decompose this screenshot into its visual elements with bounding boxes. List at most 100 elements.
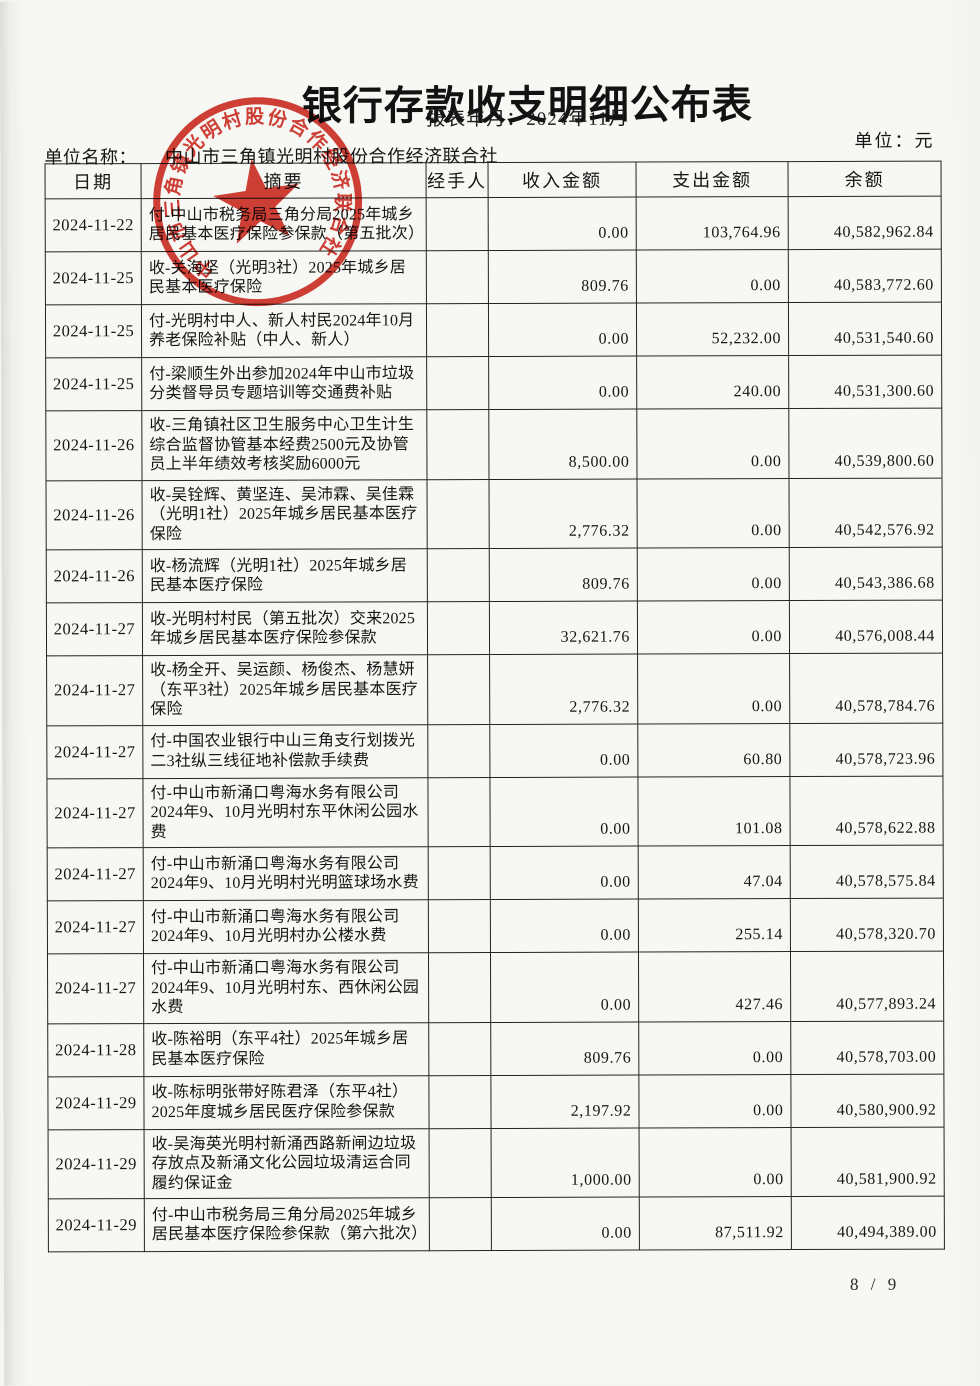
cell-summary: 付-中山市新涌口粤海水务有限公司2024年9、10月光明村东、西休闲公园水费 xyxy=(143,952,429,1024)
cell-summary: 收-吴铨辉、黄坚连、吴沛霖、吴佳霖（光明1社）2025年城乡居民基本医疗保险 xyxy=(142,479,428,550)
cell-expense: 0.00 xyxy=(638,1021,791,1075)
cell-expense: 0.00 xyxy=(637,653,790,724)
cell-expense: 0.00 xyxy=(637,478,790,549)
cell-income: 1,000.00 xyxy=(491,1127,640,1198)
cell-date: 2024-11-26 xyxy=(46,480,143,550)
cell-handler xyxy=(426,356,489,410)
cell-handler xyxy=(426,409,490,480)
cell-balance: 40,578,784.76 xyxy=(789,653,943,724)
currency-unit-label: 单位：元 xyxy=(854,130,935,151)
header-summary: 摘要 xyxy=(141,162,427,199)
cell-summary: 收-杨全开、吴运颜、杨俊杰、杨慧妍（东平3社）2025年城乡居民基本医疗保险 xyxy=(142,654,428,726)
cell-balance: 40,578,320.70 xyxy=(790,898,944,952)
cell-expense: 87,511.92 xyxy=(639,1196,792,1251)
table-row: 2024-11-26 收-杨流辉（光明1社）2025年城乡居民基本医疗保险 80… xyxy=(46,547,943,603)
cell-date: 2024-11-27 xyxy=(47,953,144,1024)
cell-income: 0.00 xyxy=(488,197,637,251)
cell-balance: 40,577,893.24 xyxy=(790,951,944,1022)
cell-income: 0.00 xyxy=(490,952,639,1023)
cell-balance: 40,581,900.92 xyxy=(791,1126,945,1197)
table-header-row: 日期 摘要 经手人 收入金额 支出金额 余额 xyxy=(45,161,942,199)
cell-handler xyxy=(428,1075,492,1129)
cell-summary: 付-中山市税务局三角分局2025年城乡居民基本医疗保险参保款（第六批次） xyxy=(144,1197,430,1252)
cell-income: 2,776.32 xyxy=(489,654,638,725)
cell-expense: 0.00 xyxy=(637,547,790,602)
cell-expense: 0.00 xyxy=(638,1074,792,1128)
header-handler: 经手人 xyxy=(426,162,489,198)
header-income: 收入金额 xyxy=(488,162,637,198)
table-row: 2024-11-29 收-吴海英光明村新涌西路新闸边垃圾存放点及新涌文化公园垃圾… xyxy=(48,1126,945,1199)
cell-income: 2,197.92 xyxy=(490,1074,640,1129)
cell-handler xyxy=(426,250,489,304)
cell-balance: 40,543,386.68 xyxy=(789,547,943,601)
cell-expense: 0.00 xyxy=(639,1127,792,1198)
cell-balance: 40,531,540.60 xyxy=(788,302,942,356)
cell-date: 2024-11-25 xyxy=(45,357,142,411)
cell-balance: 40,576,008.44 xyxy=(789,600,943,654)
cell-summary: 收-三角镇社区卫生服务中心卫生计生综合监督协管基本经费2500元及协管员上半年绩… xyxy=(141,409,428,481)
cell-date: 2024-11-27 xyxy=(46,655,143,726)
cell-income: 0.00 xyxy=(488,356,637,410)
cell-expense: 427.46 xyxy=(638,951,791,1022)
cell-summary: 收-陈标明张带好陈君泽（东平4社）2025年度城乡居民医疗保险参保款 xyxy=(143,1075,430,1130)
cell-expense: 0.00 xyxy=(637,600,790,655)
cell-handler xyxy=(427,548,490,602)
cell-date: 2024-11-29 xyxy=(47,1076,145,1130)
table-row: 2024-11-27 付-中山市新涌口粤海水务有限公司2024年9、10月光明村… xyxy=(47,951,944,1024)
cell-income: 8,500.00 xyxy=(488,409,638,480)
cell-date: 2024-11-27 xyxy=(46,602,143,656)
cell-handler xyxy=(427,777,491,847)
bank-transactions-table: 日期 摘要 经手人 收入金额 支出金额 余额 2024-11-22 付-中山市税… xyxy=(45,161,945,1253)
table-row: 2024-11-26 收-三角镇社区卫生服务中心卫生计生综合监督协管基本经费25… xyxy=(45,408,943,481)
cell-summary: 付-中山市新涌口粤海水务有限公司2024年9、10月光明村光明篮球场水费 xyxy=(143,846,429,901)
report-period: 报表年月：2024年11月 xyxy=(0,102,980,132)
cell-date: 2024-11-29 xyxy=(48,1198,145,1252)
cell-handler xyxy=(429,1197,492,1251)
cell-income: 0.00 xyxy=(489,723,638,778)
cell-handler xyxy=(428,899,491,953)
cell-balance: 40,578,703.00 xyxy=(790,1020,944,1075)
header-date: 日期 xyxy=(45,163,142,199)
cell-income: 0.00 xyxy=(491,1197,640,1251)
table-row: 2024-11-27 收-光明村村民（第五批次）交来2025年城乡居民基本医疗保… xyxy=(46,600,943,656)
cell-date: 2024-11-22 xyxy=(45,198,142,252)
cell-income: 0.00 xyxy=(490,899,639,953)
table-row: 2024-11-29 付-中山市税务局三角分局2025年城乡居民基本医疗保险参保… xyxy=(48,1196,945,1252)
cell-date: 2024-11-27 xyxy=(46,725,143,779)
cell-summary: 付-中国农业银行中山三角支行划拨光二3社纵三线征地补偿款手续费 xyxy=(142,724,428,779)
cell-handler xyxy=(428,1022,491,1076)
cell-income: 809.76 xyxy=(490,1021,639,1076)
report-period-label: 报表年月： xyxy=(426,108,527,131)
cell-handler xyxy=(427,479,490,549)
cell-handler xyxy=(429,1128,492,1198)
cell-date: 2024-11-27 xyxy=(47,900,144,954)
cell-income: 32,621.76 xyxy=(489,601,638,655)
cell-summary: 收-杨流辉（光明1社）2025年城乡居民基本医疗保险 xyxy=(142,548,428,603)
cell-balance: 40,582,962.84 xyxy=(788,196,942,250)
cell-handler xyxy=(428,846,491,900)
table-row: 2024-11-25 付-梁顺生外出参加2024年中山市垃圾分类督导员专题培训等… xyxy=(45,355,942,411)
cell-balance: 40,578,575.84 xyxy=(790,845,944,899)
cell-summary: 收-陈裕明（东平4社）2025年城乡居民基本医疗保险 xyxy=(143,1022,429,1077)
cell-summary: 付-光明村中人、新人村民2024年10月养老保险补贴（中人、新人） xyxy=(141,303,427,358)
cell-summary: 收-关海坚（光明3社）2025年城乡居民基本医疗保险 xyxy=(141,250,427,305)
cell-balance: 40,494,389.00 xyxy=(791,1196,945,1250)
cell-summary: 收-吴海英光明村新涌西路新闸边垃圾存放点及新涌文化公园垃圾清运合同履约保证金 xyxy=(144,1128,430,1199)
cell-expense: 103,764.96 xyxy=(636,196,789,251)
table-row: 2024-11-27 付-中国农业银行中山三角支行划拨光二3社纵三线征地补偿款手… xyxy=(46,722,943,779)
cell-expense: 47.04 xyxy=(638,845,791,900)
cell-expense: 0.00 xyxy=(636,249,789,304)
cell-summary: 收-光明村村民（第五批次）交来2025年城乡居民基本医疗保险参保款 xyxy=(142,601,428,656)
cell-income: 809.76 xyxy=(489,548,638,602)
table-row: 2024-11-27 付-中山市新涌口粤海水务有限公司2024年9、10月光明村… xyxy=(47,898,944,954)
cell-date: 2024-11-26 xyxy=(46,549,143,603)
cell-summary: 付-中山市新涌口粤海水务有限公司2024年9、10月光明村办公楼水费 xyxy=(143,899,429,954)
cell-income: 0.00 xyxy=(488,303,637,357)
cell-handler xyxy=(426,197,489,251)
cell-balance: 40,580,900.92 xyxy=(790,1073,945,1128)
cell-income: 809.76 xyxy=(488,250,637,304)
table-row: 2024-11-25 收-关海坚（光明3社）2025年城乡居民基本医疗保险 80… xyxy=(45,249,942,305)
cell-date: 2024-11-28 xyxy=(47,1023,144,1077)
cell-expense: 240.00 xyxy=(636,355,789,410)
